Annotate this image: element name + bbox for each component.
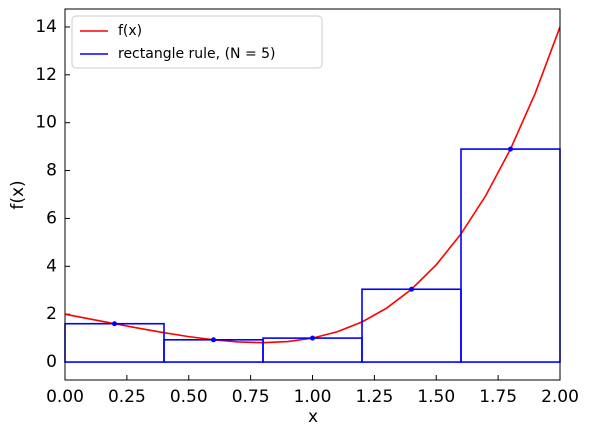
legend-box: [71, 15, 323, 69]
plot-frame: [64, 8, 561, 381]
rectangle: [163, 338, 264, 363]
y-tick-label: 12: [35, 65, 57, 85]
legend-label: f(x): [118, 23, 142, 39]
x-tick-label: 1.00: [294, 387, 332, 407]
midpoint: [310, 335, 315, 341]
y-tick-label: 14: [35, 17, 57, 37]
x-tick-label: 0.75: [232, 387, 270, 407]
rectangle: [460, 148, 561, 363]
y-tick-label: 6: [46, 208, 57, 228]
rectangle: [361, 288, 462, 363]
y-tick-label: 2: [46, 304, 57, 324]
y-tick-label: 0: [46, 352, 57, 372]
midpoint: [211, 337, 216, 343]
midpoint: [112, 321, 117, 327]
x-tick-label: 1.25: [355, 387, 393, 407]
function-curve: [64, 26, 561, 344]
x-tick-label: 1.50: [417, 387, 455, 407]
midpoint: [409, 286, 414, 292]
x-axis-label: x: [308, 407, 318, 427]
midpoint: [508, 146, 513, 152]
x-tick-label: 2.00: [541, 387, 579, 407]
y-tick-label: 10: [35, 113, 57, 133]
y-tick-label: 8: [46, 161, 57, 181]
y-axis-label: f(x): [8, 180, 28, 209]
x-tick-label: 0.50: [170, 387, 208, 407]
x-tick-label: 1.75: [479, 387, 517, 407]
x-tick-label: 0.00: [46, 387, 84, 407]
legend-label: rectangle rule, (N = 5): [118, 46, 276, 62]
y-tick-label: 4: [46, 256, 57, 276]
x-tick-label: 0.25: [108, 387, 146, 407]
